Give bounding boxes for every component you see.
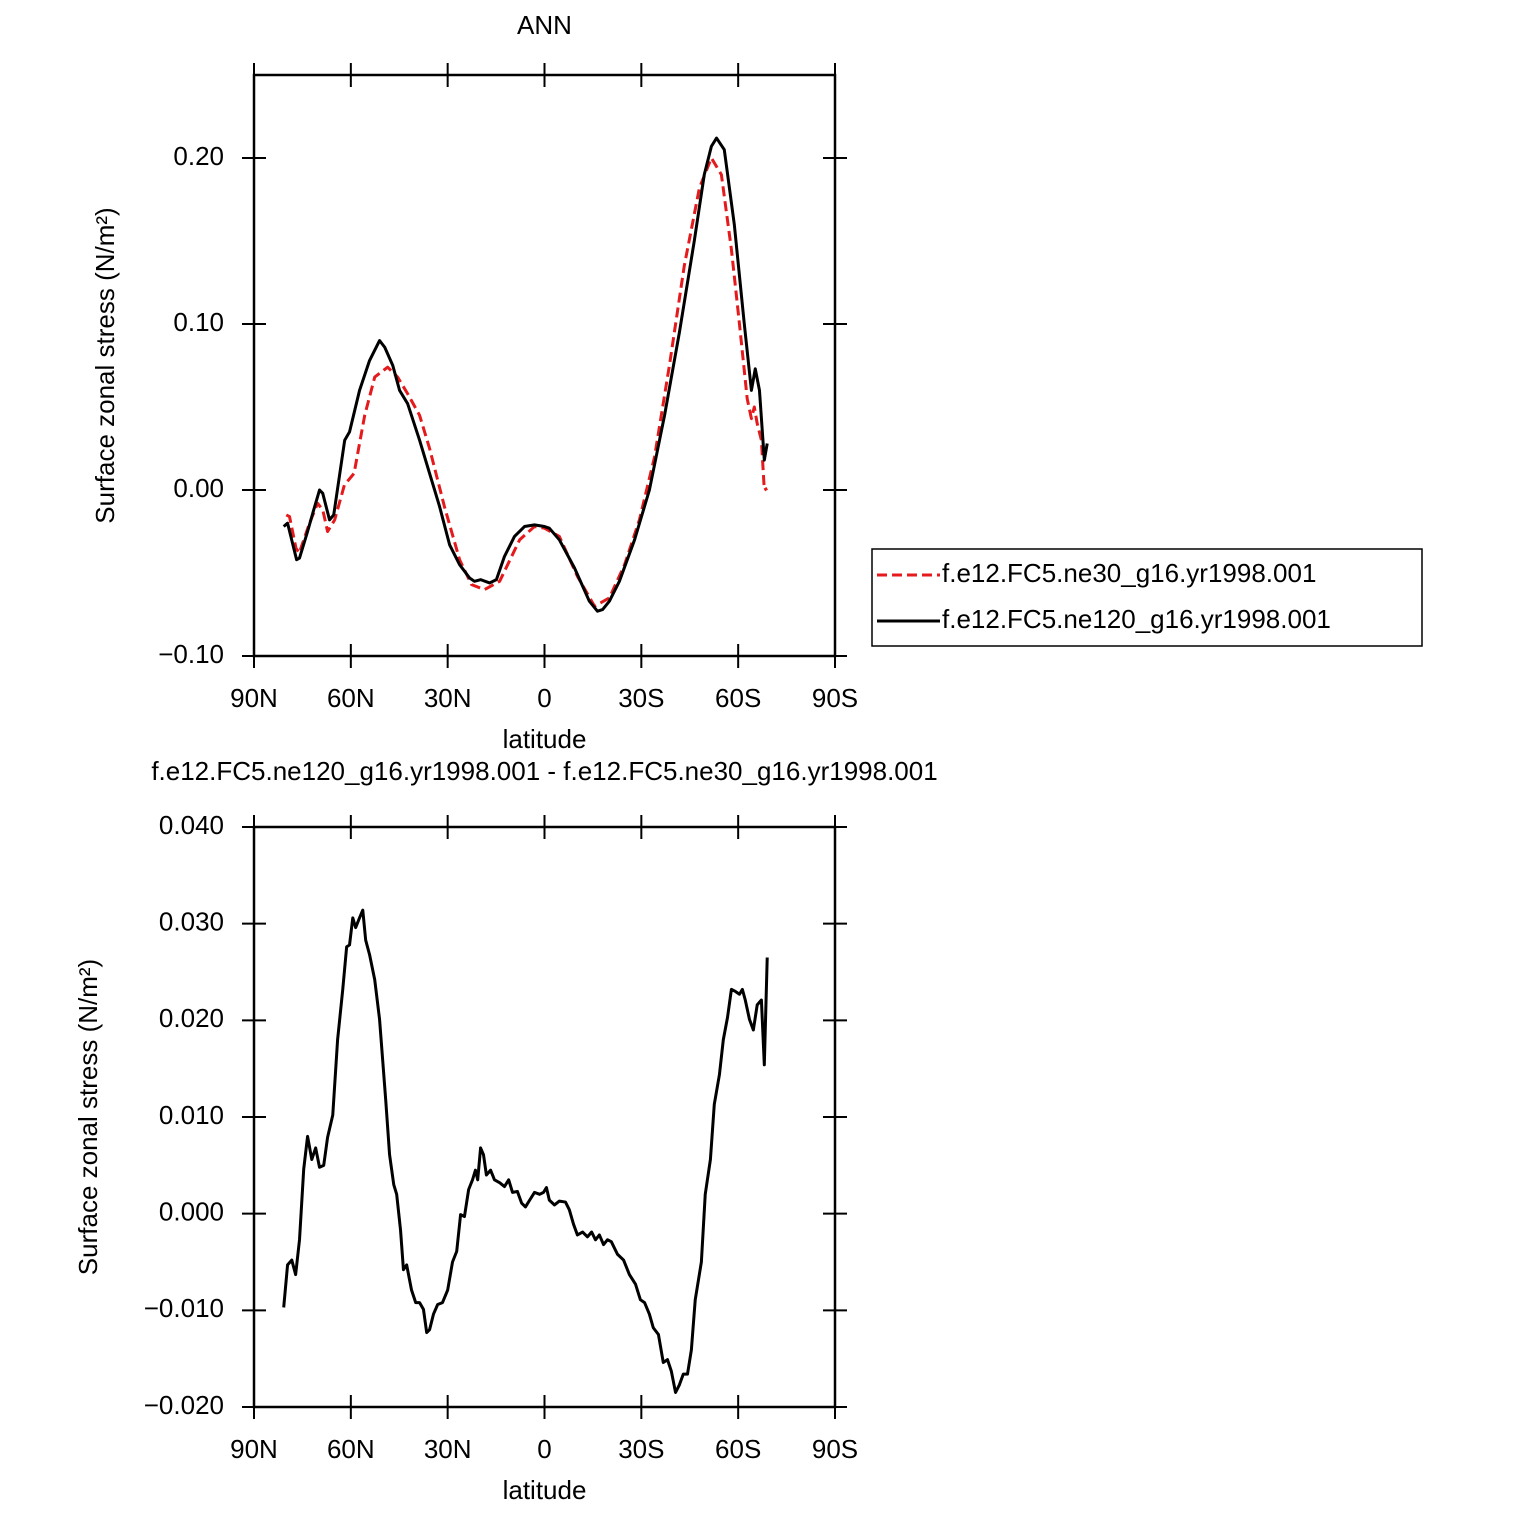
x-tick-label: 60N — [327, 1434, 375, 1464]
data-line — [285, 156, 768, 608]
x-tick-label: 90N — [230, 1434, 278, 1464]
x-tick-label: 60S — [715, 683, 761, 713]
y-tick-label: 0.030 — [159, 907, 224, 937]
x-axis-label: latitude — [503, 1475, 587, 1505]
x-tick-label: 0 — [537, 1434, 551, 1464]
x-tick-label: 30N — [424, 1434, 472, 1464]
x-tick-label: 90S — [812, 1434, 858, 1464]
x-tick-label: 30S — [618, 683, 664, 713]
y-tick-label: 0.000 — [159, 1197, 224, 1227]
chart-title: f.e12.FC5.ne120_g16.yr1998.001 - f.e12.F… — [151, 756, 937, 786]
y-tick-label: −0.010 — [144, 1293, 224, 1323]
x-tick-label: 90S — [812, 683, 858, 713]
x-tick-label: 30S — [618, 1434, 664, 1464]
x-tick-label: 60N — [327, 683, 375, 713]
data-line — [282, 908, 769, 1394]
x-axis-label: latitude — [503, 724, 587, 754]
y-axis-label: Surface zonal stress (N/m²) — [73, 959, 103, 1275]
legend-label: f.e12.FC5.ne30_g16.yr1998.001 — [942, 558, 1316, 588]
y-tick-label: 0.010 — [159, 1100, 224, 1130]
y-tick-label: 0.020 — [159, 1003, 224, 1033]
x-tick-label: 0 — [537, 683, 551, 713]
legend-box — [871, 548, 1423, 647]
plot-frame — [252, 825, 837, 1409]
y-tick-label: 0.040 — [159, 810, 224, 840]
x-tick-label: 60S — [715, 1434, 761, 1464]
x-tick-label: 30N — [424, 683, 472, 713]
y-tick-label: 0.00 — [173, 473, 224, 503]
data-line — [282, 136, 769, 613]
y-tick-label: 0.20 — [173, 141, 224, 171]
x-tick-label: 90N — [230, 683, 278, 713]
legend-label: f.e12.FC5.ne120_g16.yr1998.001 — [942, 604, 1331, 634]
chart-title: ANN — [517, 10, 572, 40]
y-tick-label: −0.020 — [144, 1390, 224, 1420]
y-tick-label: 0.10 — [173, 307, 224, 337]
y-tick-label: −0.10 — [158, 639, 224, 669]
y-axis-label: Surface zonal stress (N/m²) — [90, 207, 120, 523]
